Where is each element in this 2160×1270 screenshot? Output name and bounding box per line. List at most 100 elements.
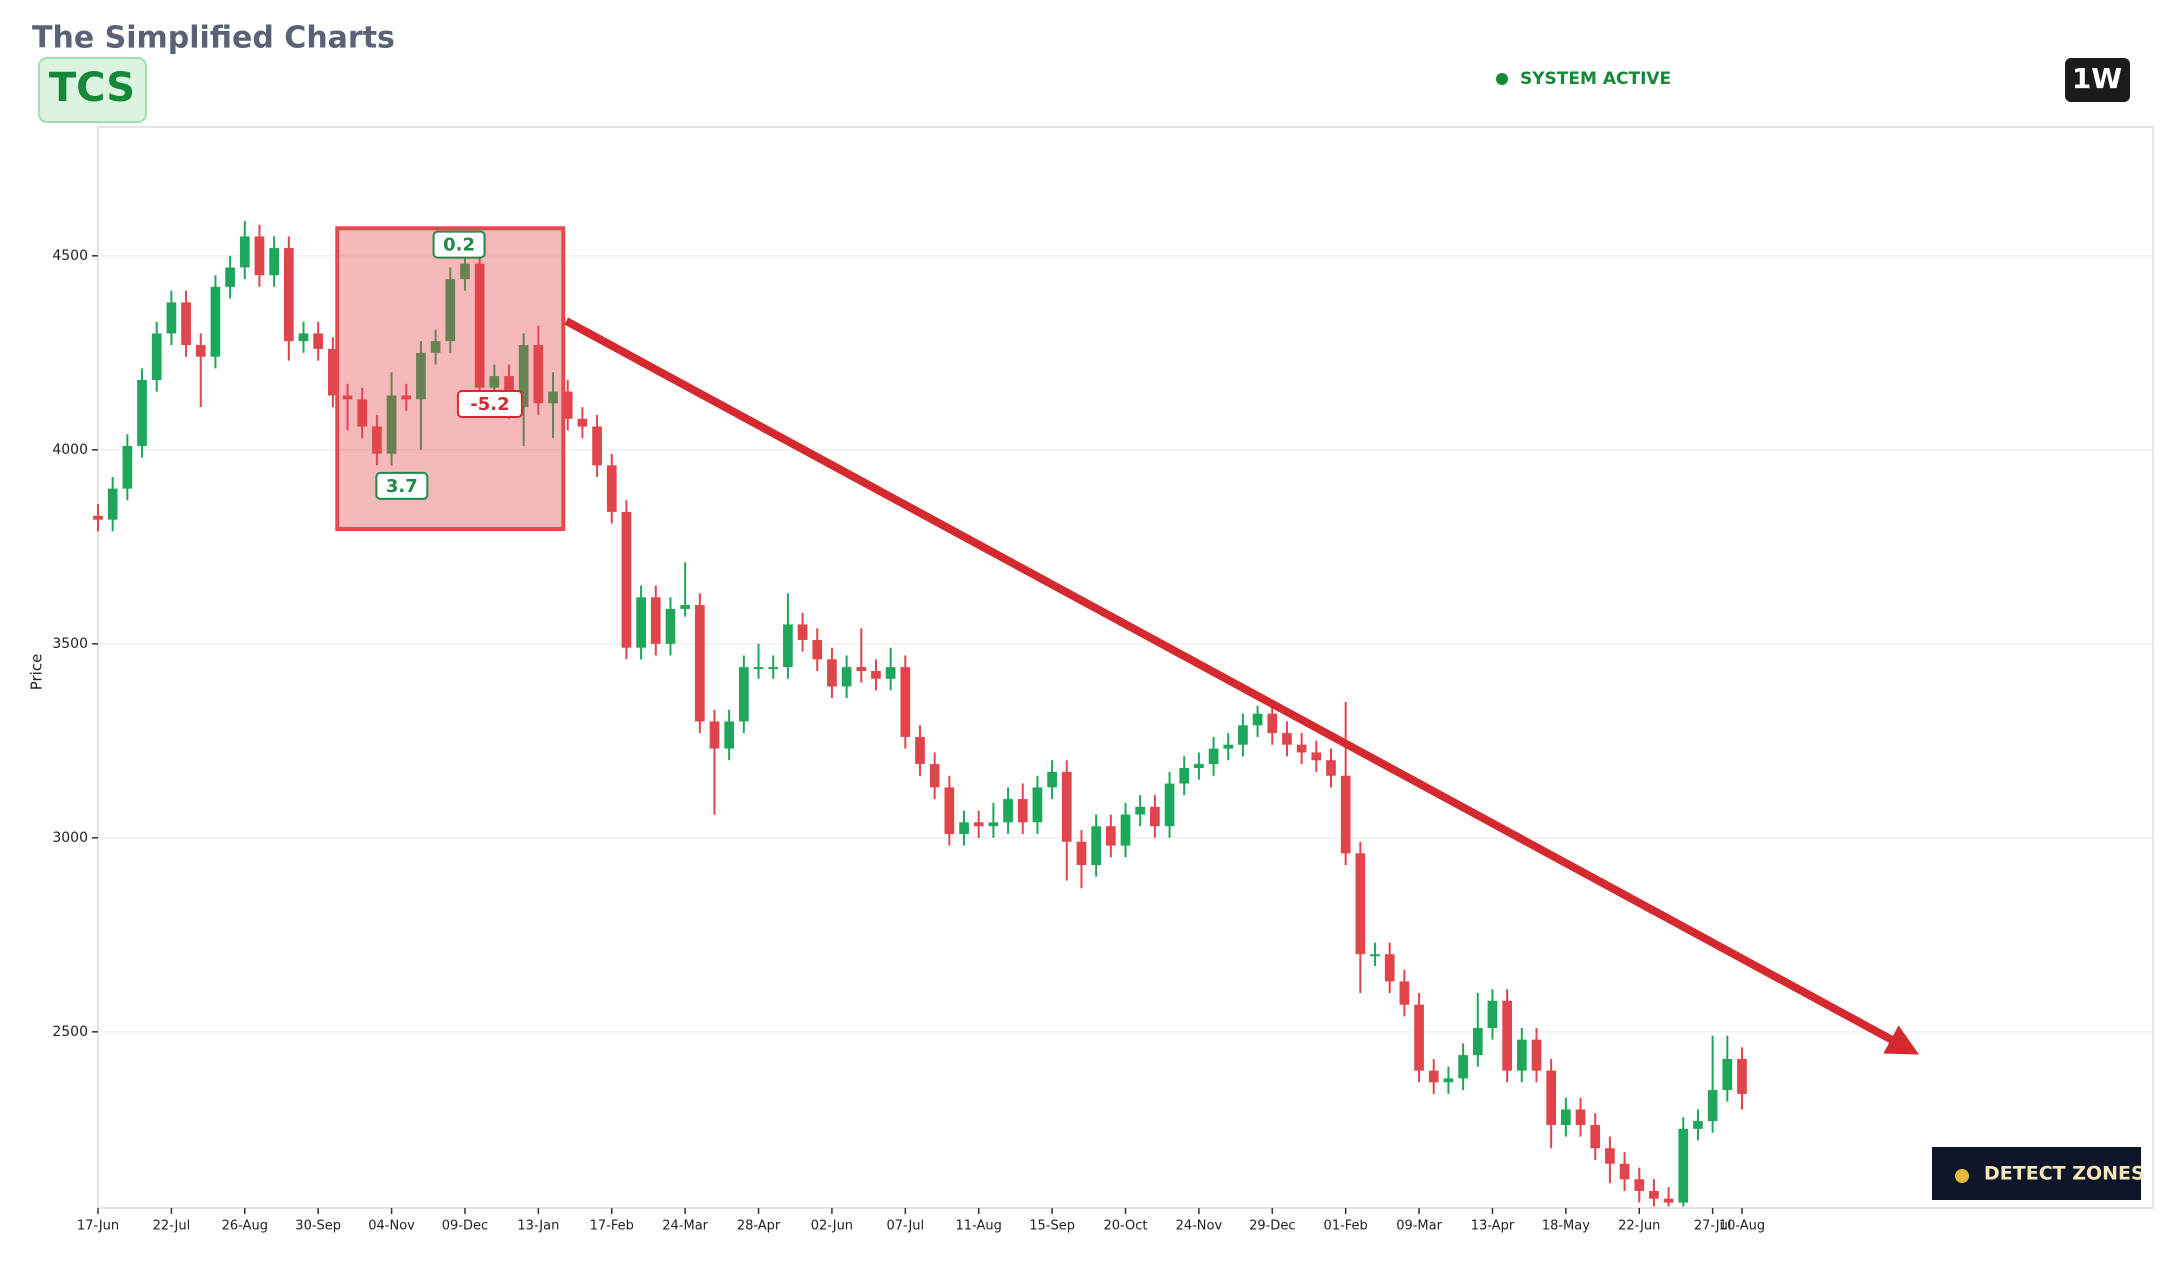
candle-body bbox=[592, 426, 602, 466]
candle-body bbox=[1370, 954, 1380, 957]
candle-body bbox=[709, 721, 720, 749]
candle-body bbox=[1296, 744, 1307, 753]
candle-body bbox=[1443, 1078, 1454, 1083]
candle-body bbox=[533, 345, 544, 404]
candle-body bbox=[1267, 713, 1278, 734]
candle-body bbox=[1575, 1109, 1586, 1125]
x-tick-label: 01-Feb bbox=[1324, 1219, 1368, 1234]
candle-body bbox=[783, 624, 793, 668]
candle-body bbox=[1194, 764, 1204, 768]
candle-body bbox=[416, 352, 426, 400]
x-tick-label: 04-Nov bbox=[368, 1219, 415, 1234]
candle-body bbox=[1223, 744, 1234, 749]
candle-body bbox=[166, 302, 177, 334]
candle-body bbox=[915, 736, 925, 765]
y-tick-label: 4000 bbox=[52, 442, 88, 458]
candle-body bbox=[1105, 826, 1116, 846]
x-tick-label: 09-Dec bbox=[442, 1219, 488, 1234]
candle-body bbox=[650, 597, 661, 644]
x-tick-label: 09-Mar bbox=[1396, 1219, 1442, 1234]
candle-body bbox=[386, 395, 397, 454]
candle-body bbox=[1311, 752, 1322, 761]
candle-body bbox=[1252, 713, 1263, 726]
candle-body bbox=[797, 624, 808, 640]
x-tick-label: 13-Apr bbox=[1471, 1219, 1515, 1234]
candle-body bbox=[680, 605, 690, 609]
candle-body bbox=[900, 667, 911, 737]
candle-body bbox=[694, 605, 705, 722]
candle-body bbox=[445, 279, 456, 342]
candle-body bbox=[1164, 783, 1175, 827]
candle-body bbox=[1678, 1128, 1689, 1203]
status: SYSTEM ACTIVE bbox=[1520, 69, 1671, 89]
candle-body bbox=[768, 667, 779, 670]
candle-body bbox=[1003, 799, 1013, 823]
candle-body bbox=[225, 267, 235, 287]
candle-body bbox=[636, 597, 646, 648]
x-tick-label: 07-Jul bbox=[886, 1219, 924, 1234]
x-tick-label: 29-Dec bbox=[1249, 1219, 1295, 1234]
candle-body bbox=[401, 395, 412, 400]
candle-body bbox=[122, 445, 133, 489]
trend-arrow bbox=[564, 317, 1920, 1055]
x-tick-label: 10-Aug bbox=[1719, 1219, 1765, 1234]
candle-body bbox=[151, 333, 162, 380]
candle-body bbox=[871, 670, 881, 679]
candle-body bbox=[1135, 806, 1146, 815]
candle-body bbox=[210, 286, 221, 357]
candle-body bbox=[885, 667, 896, 679]
x-tick-label: 13-Jan bbox=[517, 1219, 559, 1234]
button-label[interactable]: DETECT ZONES bbox=[1984, 1163, 2145, 1185]
y-tick-label: 2500 bbox=[52, 1024, 88, 1040]
candle-body bbox=[460, 263, 470, 280]
candle-body bbox=[239, 236, 250, 268]
candle-body bbox=[1722, 1059, 1733, 1091]
candle-body bbox=[137, 379, 147, 446]
candle-body bbox=[1737, 1059, 1747, 1094]
x-tick-label: 15-Sep bbox=[1029, 1219, 1075, 1234]
candle-body bbox=[606, 465, 617, 512]
candle-body bbox=[1472, 1027, 1483, 1056]
x-tick-label: 24-Nov bbox=[1176, 1219, 1223, 1234]
candle-body bbox=[1017, 799, 1028, 823]
candle-body bbox=[1150, 806, 1160, 827]
candle-body bbox=[93, 515, 103, 520]
candle-body bbox=[1487, 1000, 1498, 1028]
candle-body bbox=[1179, 767, 1190, 784]
candle-body bbox=[342, 395, 353, 400]
timeframe-badge[interactable] bbox=[2065, 58, 2130, 102]
candle-body bbox=[621, 511, 632, 648]
candle-body bbox=[973, 822, 984, 827]
candle-body bbox=[1634, 1179, 1645, 1191]
candle-body bbox=[357, 399, 368, 427]
plot-area bbox=[97, 126, 2154, 1209]
x-tick-label: 27-Jul bbox=[1694, 1219, 1732, 1234]
candle-body bbox=[841, 667, 852, 687]
x-tick-label: 22-Jul bbox=[153, 1219, 191, 1234]
y-tick-label: 3500 bbox=[52, 636, 88, 652]
annotation-box bbox=[456, 390, 523, 419]
candle-body bbox=[856, 667, 867, 671]
candle-body bbox=[1238, 725, 1248, 745]
candle-body bbox=[562, 391, 573, 419]
candle-body bbox=[1693, 1121, 1703, 1129]
candle-body bbox=[1340, 775, 1351, 854]
button-icon[interactable] bbox=[1955, 1169, 1969, 1183]
candle-body bbox=[929, 764, 940, 788]
status-dot bbox=[1496, 73, 1508, 85]
annotation-label: 3.7 bbox=[386, 476, 418, 497]
candle-body bbox=[1590, 1124, 1601, 1149]
candle-body bbox=[1120, 814, 1131, 846]
timeframe[interactable]: 1W bbox=[2072, 62, 2122, 95]
candle-body bbox=[474, 263, 485, 388]
candle-body bbox=[1649, 1190, 1659, 1199]
candle-body bbox=[665, 608, 676, 644]
app-title: The Simplified Charts bbox=[32, 21, 395, 56]
candle-body bbox=[753, 667, 764, 670]
candle-body bbox=[1605, 1148, 1615, 1164]
candle-body bbox=[107, 488, 118, 520]
candle-body bbox=[988, 822, 999, 827]
x-tick-label: 24-Mar bbox=[662, 1219, 708, 1234]
candle-body bbox=[548, 391, 558, 404]
symbol-badge bbox=[38, 57, 147, 123]
